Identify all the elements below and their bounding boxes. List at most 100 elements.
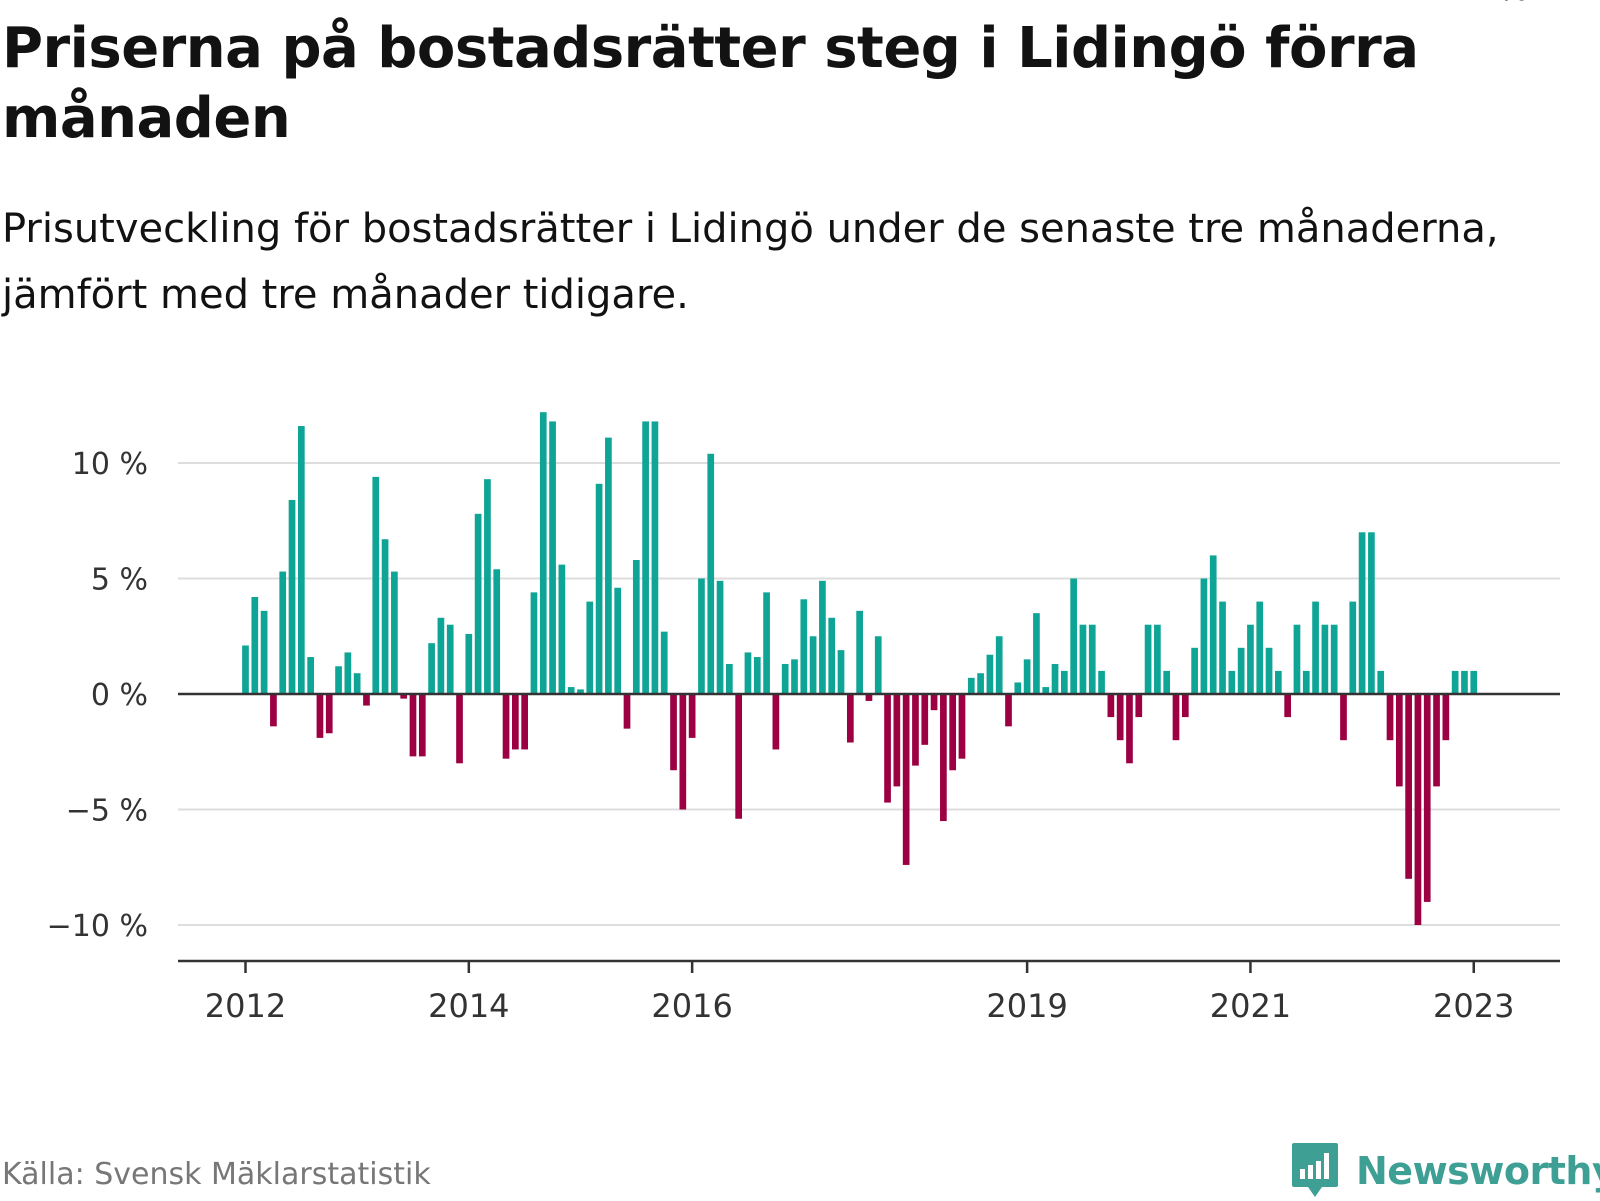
bar xyxy=(651,421,659,694)
bar xyxy=(781,663,789,694)
bar xyxy=(893,694,901,787)
bar xyxy=(1368,532,1375,694)
bar xyxy=(484,479,491,694)
bar xyxy=(511,694,519,750)
bar xyxy=(1191,647,1198,694)
bar xyxy=(614,587,622,694)
bar xyxy=(605,437,612,694)
bar xyxy=(1107,694,1115,718)
bar xyxy=(1228,670,1236,694)
bar xyxy=(400,694,408,699)
bar xyxy=(502,694,510,759)
x-tick-label: 2019 xyxy=(986,987,1067,1025)
bar xyxy=(1395,694,1403,787)
bar xyxy=(1181,694,1189,718)
bar xyxy=(819,580,826,694)
bar xyxy=(1293,624,1301,694)
bar xyxy=(372,476,380,694)
labels: 10 % 5 % 0 % −5 % −10 % 2012 2014 2016 2019 2021 2… xyxy=(47,0,1529,1025)
bar xyxy=(1340,694,1347,741)
bar xyxy=(865,694,873,701)
bar xyxy=(1247,624,1254,694)
chart-title: Priserna på bostadsrätter steg i Lidingö… xyxy=(2,16,1419,151)
bar xyxy=(800,599,808,694)
bar xyxy=(1070,578,1077,694)
bar xyxy=(1265,647,1273,694)
bar xyxy=(1088,624,1096,694)
gridlines xyxy=(178,462,1560,926)
bar xyxy=(660,631,668,694)
bar xyxy=(1237,647,1245,694)
bar xyxy=(1033,613,1040,694)
brand-name: Newsworthy xyxy=(1356,1149,1600,1193)
bar xyxy=(1051,663,1059,694)
bar xyxy=(493,569,501,694)
bar xyxy=(1414,694,1422,925)
bar xyxy=(642,421,649,694)
bar xyxy=(1163,670,1171,694)
bar xyxy=(577,689,584,694)
bar xyxy=(1154,624,1161,694)
bar xyxy=(1209,555,1217,694)
bar xyxy=(1014,682,1022,694)
bar xyxy=(558,564,566,694)
bar xyxy=(363,694,370,706)
y-tick-label: 0 % xyxy=(91,678,148,713)
bar xyxy=(1200,578,1208,694)
bar xyxy=(884,694,891,803)
last-value-label: 1 % xyxy=(1468,0,1529,8)
x-tick-label: 2021 xyxy=(1210,987,1291,1025)
x-tick-label: 2016 xyxy=(651,987,732,1025)
bar xyxy=(1098,670,1105,694)
bar xyxy=(409,694,417,757)
bar xyxy=(251,596,259,694)
bars xyxy=(242,412,1478,925)
bar xyxy=(586,601,594,694)
bar xyxy=(446,624,454,694)
bar xyxy=(391,571,398,694)
bar xyxy=(1386,694,1394,741)
bar xyxy=(437,617,445,694)
bar xyxy=(1321,624,1329,694)
bar xyxy=(679,694,687,810)
bar xyxy=(381,539,389,694)
bar xyxy=(335,666,342,694)
bar xyxy=(1116,694,1124,741)
bar xyxy=(465,633,473,694)
bar xyxy=(1377,670,1385,694)
bar xyxy=(930,694,938,711)
bar xyxy=(623,694,631,729)
bar-chart: 10 % 5 % 0 % −5 % −10 % 2012 2014 2016 2019 2021 2… xyxy=(47,0,1560,1025)
bar xyxy=(595,483,603,694)
bar xyxy=(949,694,957,771)
source-note: Källa: Svensk Mäklarstatistik xyxy=(2,1157,431,1192)
bar xyxy=(288,499,296,694)
bar xyxy=(670,694,677,771)
bar xyxy=(735,694,743,819)
bar xyxy=(1126,694,1133,764)
bar xyxy=(856,610,863,694)
bar xyxy=(632,560,640,694)
bar xyxy=(1172,694,1180,741)
bar xyxy=(967,677,975,694)
bar xyxy=(1358,532,1366,694)
bar xyxy=(307,657,314,694)
bar xyxy=(1423,694,1431,902)
bar xyxy=(521,694,528,750)
bar xyxy=(279,571,287,694)
bar xyxy=(325,694,333,734)
bar xyxy=(456,694,463,764)
bar xyxy=(1079,624,1087,694)
bar xyxy=(902,694,910,865)
bar xyxy=(530,592,538,694)
bar xyxy=(1005,694,1012,727)
bar xyxy=(353,673,361,694)
bar xyxy=(958,694,966,759)
chart-subtitle: Prisutveckling för bostadsrätter i Lidin… xyxy=(2,206,1499,318)
bar xyxy=(1349,601,1357,694)
bar xyxy=(716,580,724,694)
bar xyxy=(1451,670,1459,694)
y-tick-label: −5 % xyxy=(66,794,148,829)
bar xyxy=(428,643,435,694)
bar xyxy=(828,617,836,694)
